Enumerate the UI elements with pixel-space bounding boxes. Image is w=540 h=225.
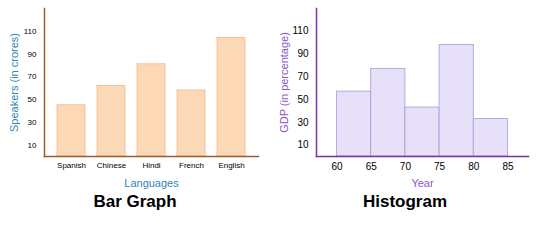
svg-text:75: 75 xyxy=(434,161,446,172)
svg-text:French: French xyxy=(179,161,204,170)
svg-text:65: 65 xyxy=(366,161,378,172)
svg-text:Year: Year xyxy=(411,177,434,189)
svg-text:70: 70 xyxy=(28,72,37,81)
svg-text:Chinese: Chinese xyxy=(97,161,127,170)
svg-text:Speakers (in crores): Speakers (in crores) xyxy=(8,33,20,132)
svg-text:110: 110 xyxy=(293,25,309,36)
svg-text:110: 110 xyxy=(24,27,37,36)
svg-text:50: 50 xyxy=(297,94,309,105)
svg-text:GDP (in percentage): GDP (in percentage) xyxy=(278,32,290,133)
svg-text:70: 70 xyxy=(297,71,309,82)
svg-text:80: 80 xyxy=(468,161,480,172)
svg-text:90: 90 xyxy=(28,50,37,59)
svg-text:90: 90 xyxy=(297,48,309,59)
svg-text:10: 10 xyxy=(28,141,37,150)
svg-text:Languages: Languages xyxy=(124,177,179,189)
svg-text:Hindi: Hindi xyxy=(142,161,160,170)
svg-text:30: 30 xyxy=(28,118,37,127)
html-text:Bar Graph: Bar Graph xyxy=(93,192,177,211)
html-text:Histogram: Histogram xyxy=(363,192,447,211)
svg-text:60: 60 xyxy=(331,161,343,172)
svg-text:30: 30 xyxy=(297,117,309,128)
svg-text:50: 50 xyxy=(28,95,37,104)
svg-text:70: 70 xyxy=(400,161,412,172)
svg-text:85: 85 xyxy=(502,161,514,172)
svg-text:10: 10 xyxy=(297,139,309,150)
svg-text:English: English xyxy=(218,161,244,170)
svg-text:Spanish: Spanish xyxy=(57,161,86,170)
